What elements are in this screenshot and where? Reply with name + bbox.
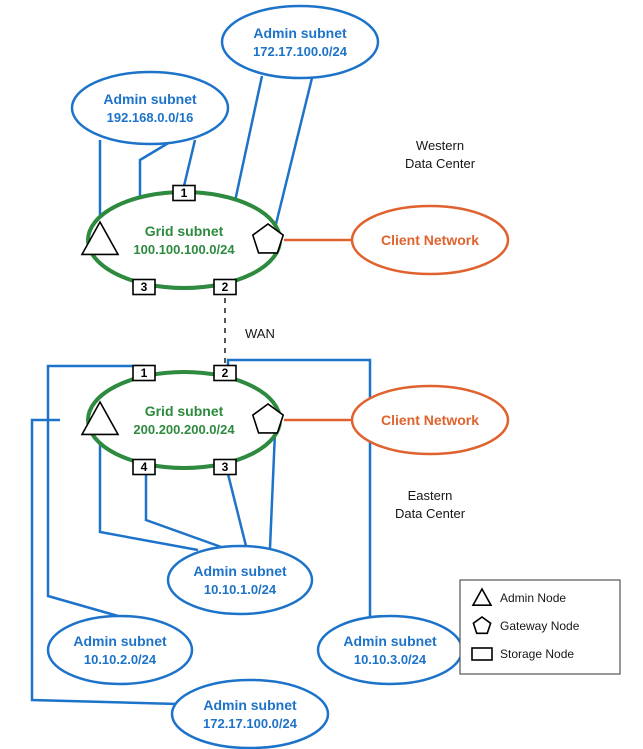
grid-subnet-cidr: 100.100.100.0/24 (133, 242, 235, 257)
admin-subnet-cidr: 192.168.0.0/16 (107, 110, 194, 125)
legend-rect-icon (472, 648, 492, 660)
admin-subnet-title: Admin subnet (103, 91, 197, 107)
admin-subnet-aw1 (72, 72, 228, 144)
grid-subnet-west (88, 192, 280, 288)
storage-node-id: 2 (222, 366, 229, 380)
admin-subnet-ae1 (168, 546, 312, 614)
storage-node-id: 3 (141, 280, 148, 294)
storage-node-id: 1 (181, 186, 188, 200)
client-network-label: Client Network (381, 232, 479, 248)
admin-subnet-cidr: 10.10.3.0/24 (354, 652, 427, 667)
admin-subnet-title: Admin subnet (253, 25, 347, 41)
legend-label: Admin Node (500, 591, 566, 605)
admin-subnet-cidr: 10.10.1.0/24 (204, 582, 277, 597)
admin-subnet-ae2 (48, 616, 192, 684)
admin-subnet-ae4 (172, 680, 328, 748)
grid-subnet-cidr: 200.200.200.0/24 (133, 422, 235, 437)
datacenter-label: Data Center (395, 506, 466, 521)
grid-subnet-title: Grid subnet (145, 403, 224, 419)
wan-label: WAN (245, 326, 275, 341)
admin-subnet-title: Admin subnet (73, 633, 167, 649)
storage-node-id: 4 (141, 460, 148, 474)
storage-node-id: 3 (222, 460, 229, 474)
client-network-label: Client Network (381, 412, 479, 428)
legend-label: Gateway Node (500, 619, 580, 633)
grid-subnet-east (88, 372, 280, 468)
admin-link (184, 140, 195, 186)
admin-subnet-ae3 (318, 616, 462, 684)
admin-link (270, 432, 275, 548)
datacenter-label: Data Center (405, 156, 476, 171)
legend-label: Storage Node (500, 647, 574, 661)
admin-subnet-title: Admin subnet (203, 697, 297, 713)
storage-node-id: 2 (222, 280, 229, 294)
admin-link (275, 78, 312, 228)
admin-subnet-cidr: 172.17.100.0/24 (253, 44, 348, 59)
admin-link (228, 474, 246, 546)
admin-subnet-aw2 (222, 6, 378, 78)
datacenter-label: Western (416, 138, 464, 153)
admin-subnet-title: Admin subnet (193, 563, 287, 579)
admin-subnet-cidr: 10.10.2.0/24 (84, 652, 157, 667)
admin-subnet-cidr: 172.17.100.0/24 (203, 716, 298, 731)
storage-node-id: 1 (141, 366, 148, 380)
datacenter-label: Eastern (408, 488, 453, 503)
admin-link (146, 474, 224, 548)
admin-subnet-title: Admin subnet (343, 633, 437, 649)
grid-subnet-title: Grid subnet (145, 223, 224, 239)
